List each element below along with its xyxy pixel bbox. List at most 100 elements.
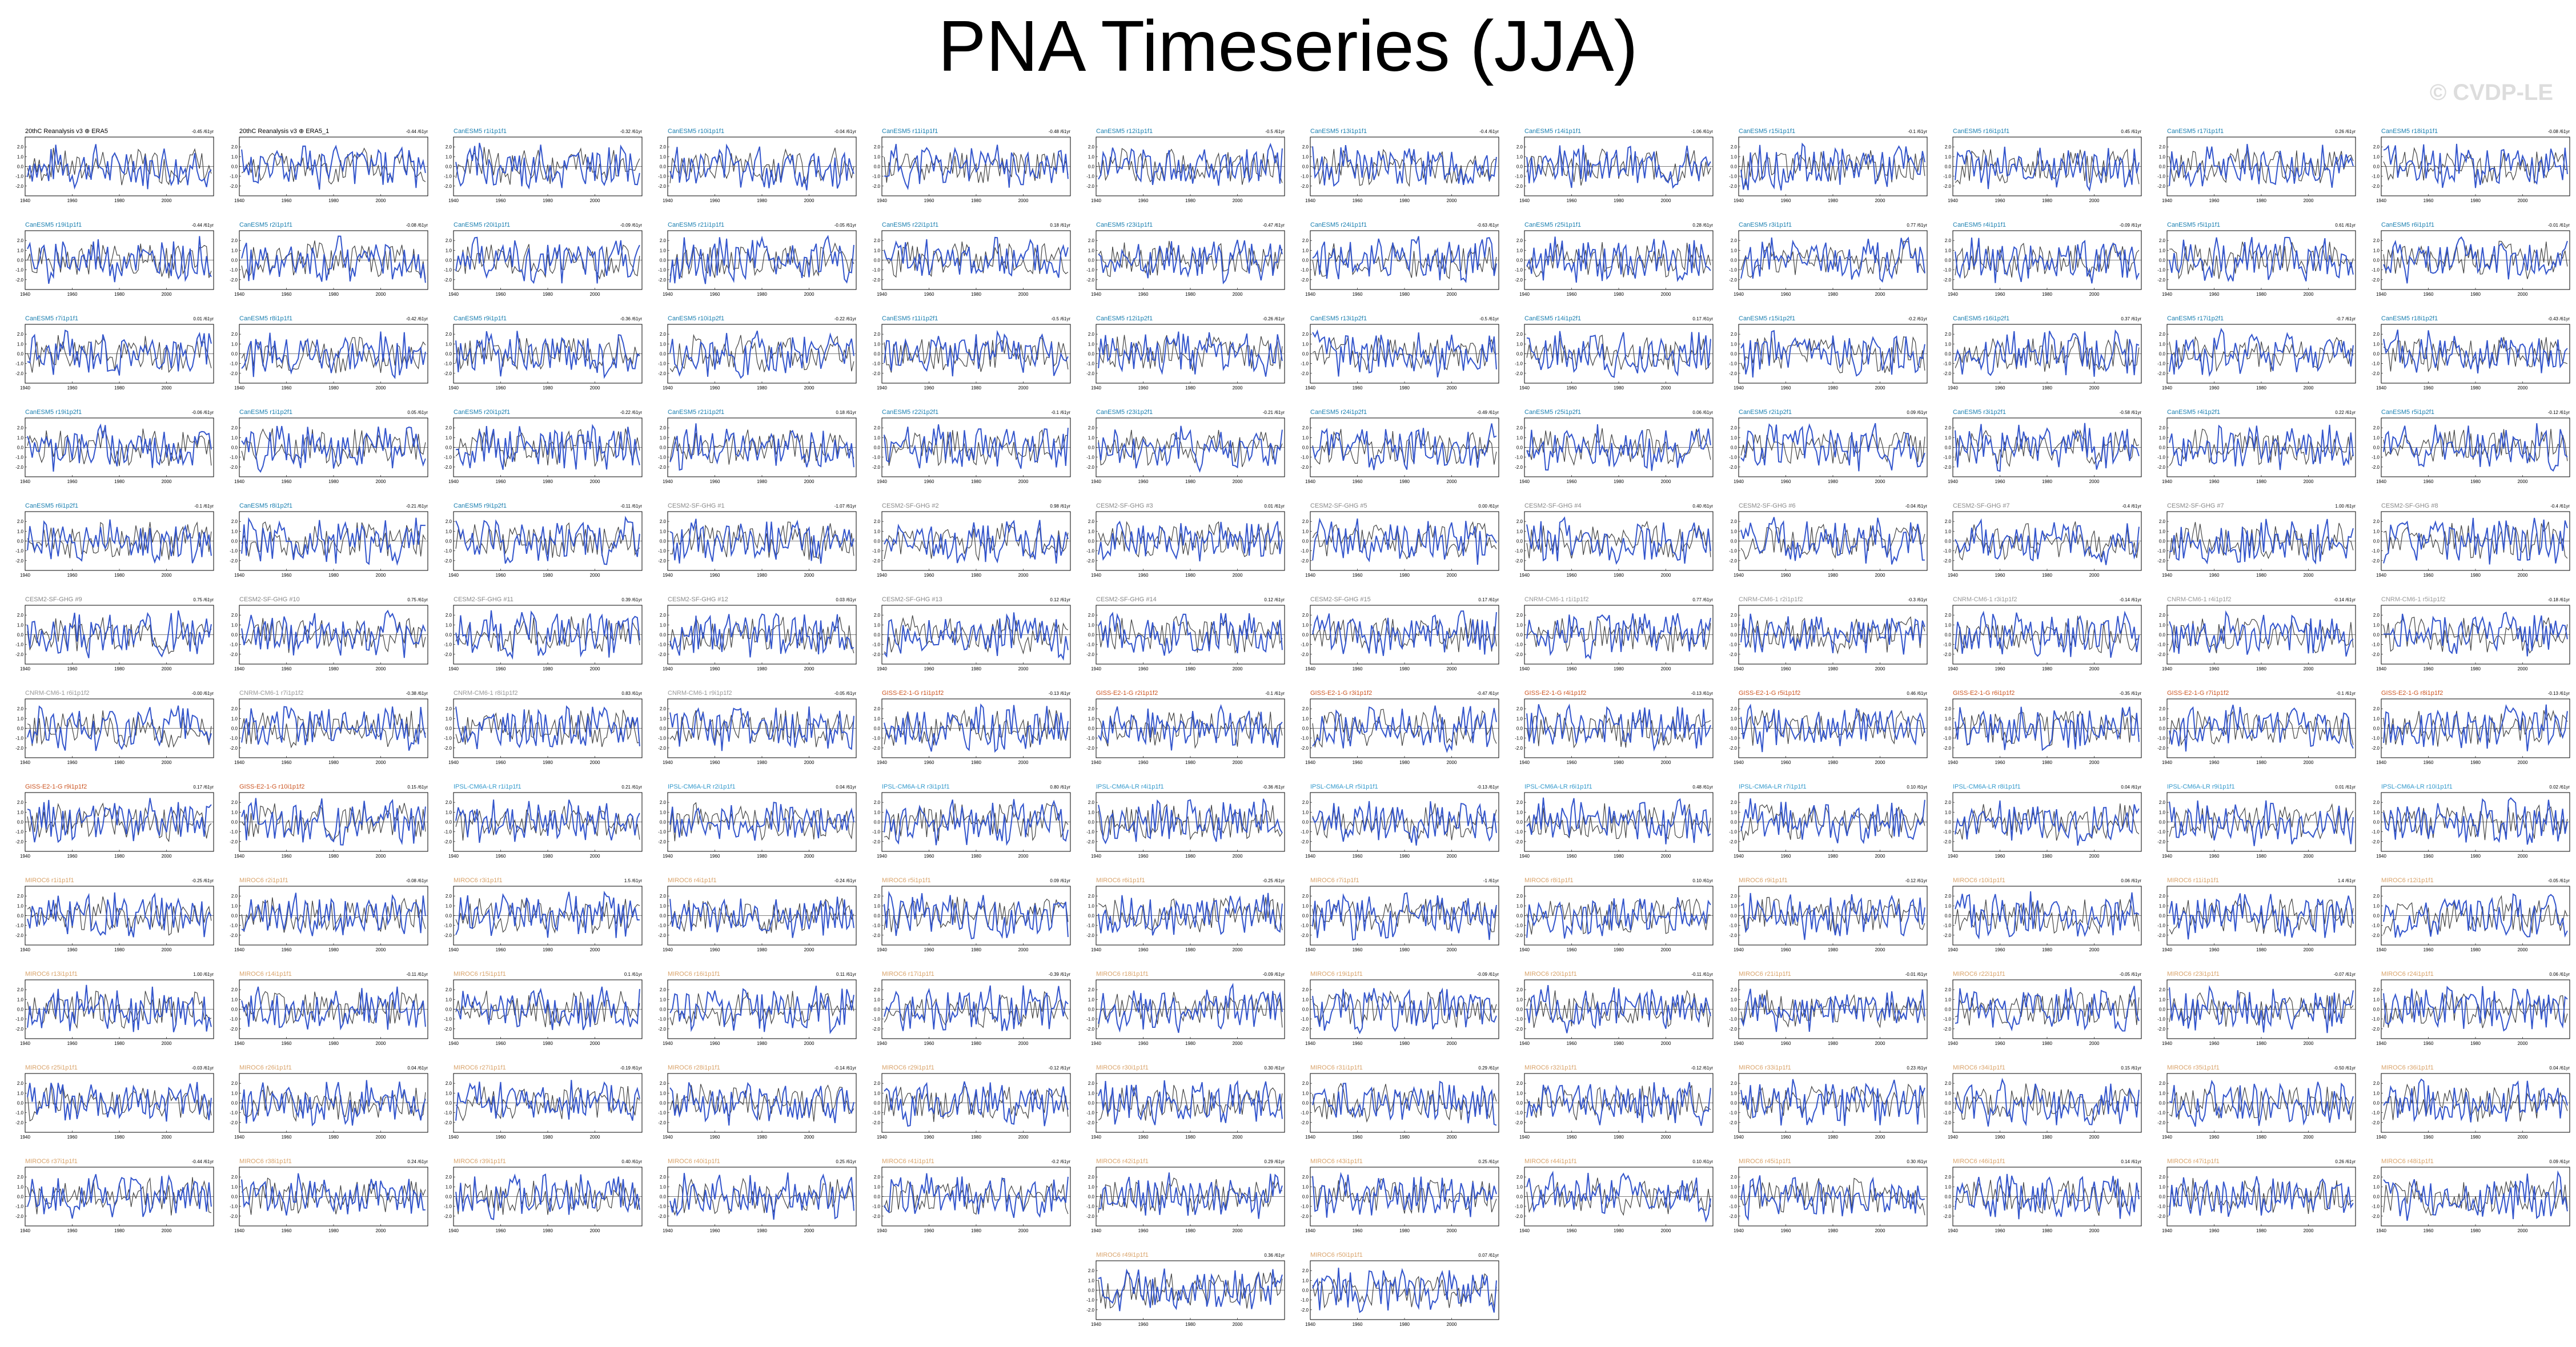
x-tick-label: 1940 [234,1041,244,1046]
x-tick-label: 1960 [1353,1041,1363,1046]
x-tick-label: 1980 [2042,947,2052,952]
member-series-line [241,798,426,846]
x-tick-label: 1960 [924,947,934,952]
observed-series-line [455,616,640,653]
y-tick-label: 0.0 [1731,633,1738,638]
y-tick-label: -1.0 [2157,736,2165,741]
y-tick-label: -2.0 [1943,278,1951,283]
member-series-line [27,329,212,376]
timeseries-panel: CanESM5 r23i1p1f1 -0.47 /61yr 2.0 1.0 0.0 -1.… [1084,210,1289,301]
x-tick-label: 1960 [67,292,78,297]
x-tick-label: 1940 [2162,760,2172,765]
x-tick-label: 1940 [1734,573,1744,578]
timeseries-panel: CanESM5 r1i1p1f1 -0.32 /61yr 2.0 1.0 0.0 -1.0… [441,116,647,207]
y-tick-label: 1.0 [1302,997,1309,1002]
observed-series-line [884,429,1068,467]
x-tick-label: 2000 [2518,292,2528,297]
x-tick-label: 1980 [1828,479,1838,484]
x-tick-label: 1980 [2042,479,2052,484]
observed-series-line [1740,616,1925,655]
x-tick-label: 1940 [234,479,244,484]
x-tick-label: 1940 [2376,1228,2386,1233]
observed-series-line [2169,522,2354,560]
panel-title: CanESM5 r20i1p2f1 [454,409,510,416]
y-tick-label: -2.0 [230,465,238,470]
observed-series-line [884,242,1069,278]
y-tick-label: 2.0 [446,613,452,618]
panel-title: CanESM5 r21i1p1f1 [668,222,724,228]
timeseries-panel: CNRM-CM6-1 r3i1p1f2 -0.14 /61yr 2.0 1.0 0.0-… [1940,584,2146,675]
x-tick-label: 1940 [1948,198,1958,203]
y-tick-label: 1.0 [874,903,881,908]
x-tick-label: 2000 [1447,1041,1457,1046]
y-tick-label: 2.0 [1731,613,1738,618]
panel-trend-label: -0.1 /61yr [1908,129,1927,134]
observed-series-line [241,1177,426,1215]
y-tick-label: 1.0 [231,1091,238,1096]
x-tick-label: 1960 [924,1228,934,1233]
x-tick-label: 1960 [1995,760,2005,765]
y-tick-label: -1.0 [2372,455,2380,460]
y-tick-label: 1.0 [446,716,452,721]
observed-series-line [1526,709,1711,749]
y-tick-label: 2.0 [1302,613,1309,618]
x-tick-label: 2000 [590,947,600,952]
member-series-line [27,144,212,190]
x-tick-label: 1940 [2162,1041,2172,1046]
x-tick-label: 1980 [2470,573,2481,578]
x-tick-label: 2000 [1875,292,1885,297]
member-series-line [1312,329,1497,378]
y-tick-label: 1.0 [1945,997,1952,1002]
y-tick-label: 1.0 [1731,341,1738,347]
timeseries-panel: CanESM5 r11i1p2f1 -0.5 /61yr 2.0 1.0 0.0 -1.0… [869,303,1075,395]
y-tick-label: -1.0 [1301,455,1309,460]
x-tick-label: 1980 [1828,573,1838,578]
x-tick-label: 1940 [1519,1135,1530,1140]
y-tick-label: 0.0 [1088,1101,1095,1106]
y-tick-label: 0.0 [1302,914,1309,919]
panel-title: CanESM5 r17i1p1f1 [2167,128,2224,135]
y-tick-label: 2.0 [446,238,452,243]
y-tick-label: 1.0 [1302,341,1309,347]
x-tick-label: 1960 [1138,760,1149,765]
y-tick-label: 0.0 [1945,1007,1952,1012]
y-tick-label: -2.0 [658,371,666,376]
y-tick-label: 1.0 [2159,154,2166,159]
y-tick-label: 0.0 [231,445,238,451]
y-tick-label: 2.0 [1731,519,1738,524]
x-tick-label: 1940 [663,573,673,578]
panel-svg: CNRM-CM6-1 r3i1p1f2 -0.14 /61yr2.01.00.0-… [1943,596,2142,672]
panel-svg: CanESM5 r4i1p2f1 0.22 /61yr2.01.00.0-1.0-… [2157,409,2356,484]
member-series-line [669,986,854,1035]
x-tick-label: 1940 [1305,1041,1315,1046]
x-tick-label: 1940 [2162,573,2172,578]
panel-title: CanESM5 r11i1p2f1 [882,315,938,322]
panel-trend-label: -0.07 /61yr [2334,972,2356,977]
member-series-line [1526,613,1711,660]
panel-svg: CanESM5 r18i1p2f1 -0.43 /61yr2.01.00.0-1.… [2372,315,2570,391]
x-tick-label: 1940 [1091,573,1101,578]
member-series-line [241,144,426,190]
panel-svg: CESM2-SF-GHG #15 0.17 /61yr2.01.00.0-1.0-… [1301,596,1499,672]
y-tick-label: -2.0 [2157,278,2165,283]
y-tick-label: -2.0 [1729,278,1737,283]
y-tick-label: -2.0 [2157,558,2165,564]
y-tick-label: -2.0 [658,278,666,283]
x-tick-label: 2000 [590,760,600,765]
y-tick-label: 0.0 [874,258,881,263]
y-tick-label: 0.0 [874,445,881,451]
panel-svg: CanESM5 r11i1p2f1 -0.5 /61yr2.01.00.0-1.0… [872,315,1071,391]
observed-series-line [669,710,854,747]
y-tick-label: -2.0 [2372,371,2380,376]
y-tick-label: -2.0 [444,933,452,938]
y-tick-label: 0.0 [2159,1007,2166,1012]
timeseries-panel: GISS-E2-1-G r1i1p1f2 -0.13 /61yr 2.0 1.0 0.0… [869,678,1075,769]
x-tick-label: 2000 [1447,760,1457,765]
y-tick-label: 2.0 [874,987,881,992]
y-tick-label: 0.0 [17,633,24,638]
x-tick-label: 1980 [328,385,339,391]
x-tick-label: 1980 [1185,198,1195,203]
x-tick-label: 1960 [2209,854,2220,859]
x-tick-label: 1980 [1828,666,1838,672]
y-tick-label: -1.0 [2372,736,2380,741]
